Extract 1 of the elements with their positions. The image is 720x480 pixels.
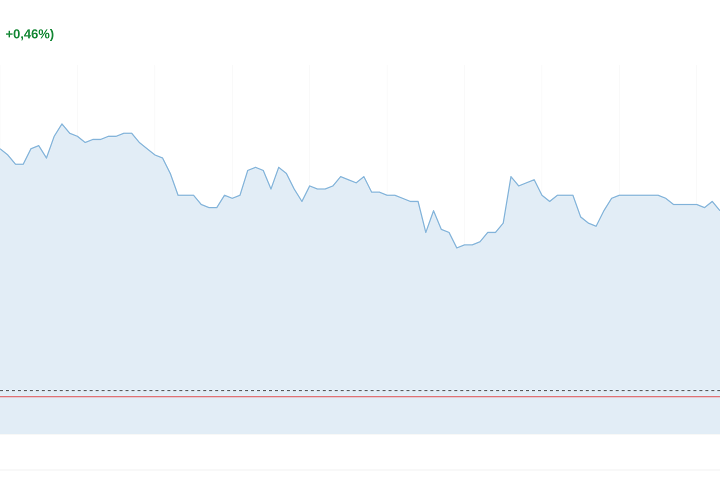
text: +0,46%): [6, 28, 54, 42]
